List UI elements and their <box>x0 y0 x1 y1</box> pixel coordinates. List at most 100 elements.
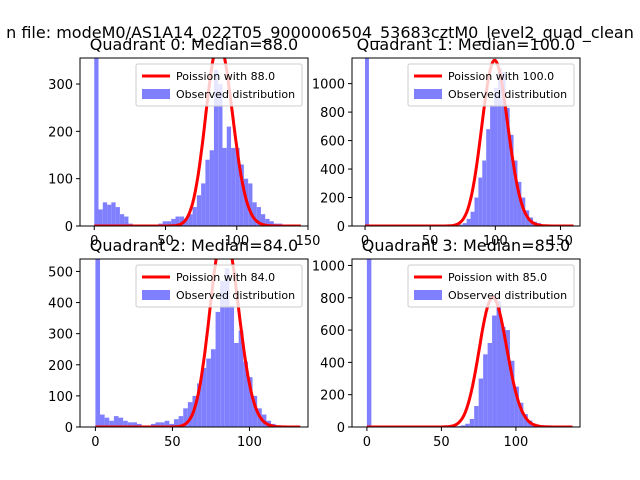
histogram-bar <box>178 416 184 427</box>
histogram-bar <box>100 414 105 427</box>
histogram-bar <box>243 361 248 427</box>
x-tick-label: 50 <box>422 234 439 249</box>
x-tick-label: 100 <box>483 234 508 249</box>
quadrant-3-legend: Poission with 85.0 Observed distribution <box>407 264 575 308</box>
histogram-bar <box>109 420 114 427</box>
histogram-bar <box>226 126 232 226</box>
histogram-bar <box>213 69 219 226</box>
histogram-bar <box>238 330 244 427</box>
legend-poisson-label: Poission with 100.0 <box>448 70 554 83</box>
legend-observed-swatch <box>414 290 442 300</box>
histogram-bar <box>365 58 369 226</box>
y-tick-label: 300 <box>48 78 73 93</box>
histogram-bar <box>102 202 108 226</box>
legend-observed-swatch <box>142 89 170 99</box>
histogram-bar <box>478 378 484 427</box>
y-tick-label: 600 <box>320 324 345 339</box>
histogram-bar <box>113 416 119 427</box>
poisson-curve <box>94 58 301 226</box>
quadrant-2-legend: Poission with 84.0 Observed distribution <box>135 264 303 308</box>
histogram-bar <box>192 207 197 226</box>
histogram-bar <box>247 377 253 427</box>
histogram-bar <box>137 423 142 427</box>
quadrant-1-axes-frame <box>351 57 581 227</box>
legend-observed-swatch <box>142 290 170 300</box>
x-tick-label: 50 <box>157 234 174 249</box>
quadrant-0-chart: Quadrant 0: Median=88.0 0 50 100 150 0 100 200 3… <box>48 35 320 249</box>
histogram-bar <box>505 330 510 427</box>
quadrant-0-legend: Poission with 88.0 Observed distribution <box>135 63 303 107</box>
histogram-bar <box>252 395 258 427</box>
histogram-bar <box>239 164 244 226</box>
y-tick-label: 800 <box>320 106 345 121</box>
histogram-bar <box>265 218 270 226</box>
histogram-bar <box>179 216 185 226</box>
y-tick-label: 1000 <box>312 78 345 93</box>
histogram-bar <box>169 423 174 427</box>
histogram-bar <box>269 221 274 226</box>
histogram-bar <box>111 202 116 226</box>
histogram-bar <box>517 181 522 226</box>
histogram-bar <box>183 408 188 427</box>
y-tick-label: 0 <box>65 220 73 235</box>
x-tick-label: 0 <box>91 435 99 450</box>
histogram-bar <box>107 204 112 226</box>
histogram-bar <box>124 216 129 226</box>
histogram-bar <box>210 349 216 427</box>
histogram-bar <box>513 160 518 226</box>
histogram-bar <box>462 223 467 226</box>
histogram-bar <box>490 104 495 226</box>
histogram-bar <box>458 224 463 226</box>
quadrant-2-title: Quadrant 2: Median=84.0 <box>90 236 298 255</box>
histogram-bar <box>173 419 179 427</box>
histogram-bar <box>166 221 172 226</box>
histogram-bar <box>523 414 528 427</box>
histogram-bar <box>196 195 202 226</box>
quadrant-0-histogram <box>94 58 283 226</box>
poisson-curve <box>366 296 573 427</box>
legend-poisson-label: Poission with 84.0 <box>176 271 275 284</box>
y-tick-label: 100 <box>48 173 73 188</box>
y-tick-label: 1000 <box>312 259 345 274</box>
histogram-bar <box>486 129 491 226</box>
histogram-bar <box>509 360 515 427</box>
histogram-bar <box>514 386 519 427</box>
y-tick-label: 0 <box>337 220 345 235</box>
legend-poisson-label: Poission with 88.0 <box>176 70 275 83</box>
poisson-curve <box>364 58 574 226</box>
histogram-bar <box>492 315 497 427</box>
histogram-bar <box>175 216 180 226</box>
y-tick-label: 400 <box>320 163 345 178</box>
quadrant-0-title: Quadrant 0: Median=88.0 <box>90 35 298 54</box>
histogram-bar <box>494 87 498 226</box>
x-tick-label: 150 <box>548 234 573 249</box>
legend-observed-label: Observed distribution <box>448 289 567 302</box>
histogram-bar <box>94 58 99 226</box>
histogram-bar <box>150 423 156 427</box>
poisson-curve <box>95 259 301 427</box>
histogram-bar <box>184 218 189 226</box>
histogram-bar <box>171 218 176 226</box>
histogram-bar <box>160 422 165 427</box>
histogram-bar <box>162 221 167 226</box>
histogram-bar <box>98 209 103 226</box>
x-tick-label: 0 <box>361 234 369 249</box>
legend-box <box>407 264 575 308</box>
histogram-bar <box>127 422 133 427</box>
legend-box <box>135 63 303 107</box>
y-tick-label: 200 <box>48 359 73 374</box>
quadrant-3-chart: Quadrant 3: Median=85.00 50 10002004006008… <box>312 236 581 450</box>
histogram-bar <box>234 343 239 427</box>
y-tick-label: 400 <box>48 297 73 312</box>
histogram-bar <box>132 422 137 427</box>
legend-observed-label: Observed distribution <box>176 289 295 302</box>
histogram-bar <box>187 402 193 427</box>
histogram-bar <box>115 207 120 226</box>
y-tick-label: 200 <box>320 389 345 404</box>
histogram-bar <box>483 354 488 427</box>
x-tick-label: 150 <box>296 234 321 249</box>
histogram-bar <box>206 358 211 427</box>
y-tick-label: 200 <box>48 125 73 140</box>
y-tick-label: 0 <box>65 421 73 436</box>
quadrant-2-chart: Quadrant 2: Median=84.00 50 10001002003004… <box>48 236 309 450</box>
